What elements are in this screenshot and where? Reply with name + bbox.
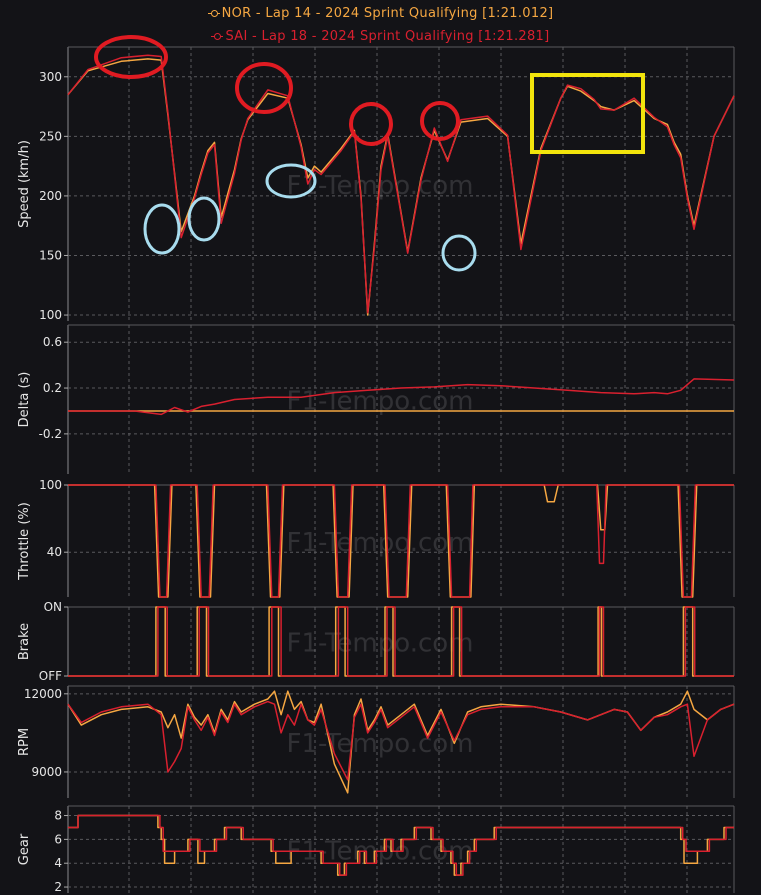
rpm-y-label: RPM bbox=[17, 728, 32, 756]
throttle-tick-label-1: 100 bbox=[39, 478, 62, 492]
gear-tick-label-2: 6 bbox=[54, 832, 62, 846]
speed-tick-label-1: 150 bbox=[39, 248, 62, 262]
red-highlight-circle-0 bbox=[94, 35, 168, 79]
yellow-highlight-box bbox=[530, 73, 645, 154]
throttle-tick-label-0: 40 bbox=[47, 545, 62, 559]
delta-series-sai bbox=[68, 378, 735, 416]
legend-entry-sai: SAI - Lap 18 - 2024 Sprint Qualifying [1… bbox=[0, 29, 761, 44]
sai-marker-icon bbox=[211, 33, 224, 40]
annotation-layer bbox=[94, 35, 645, 272]
red-highlight-circle-2 bbox=[349, 102, 393, 146]
rpm-series-sai bbox=[67, 700, 735, 781]
gear-tick-label-3: 8 bbox=[54, 809, 62, 823]
gear-y-label: Gear bbox=[17, 833, 32, 865]
speed-tick-label-0: 100 bbox=[39, 308, 62, 322]
rpm-tick-label-1: 12000 bbox=[24, 687, 62, 701]
brake-panel: OFF ON Brake F1-Tempo.com bbox=[17, 600, 735, 683]
brake-series-sai bbox=[68, 606, 734, 677]
legend-entry-nor: NOR - Lap 14 - 2024 Sprint Qualifying [1… bbox=[0, 6, 761, 21]
throttle-panel: 40 100 Throttle (%) F1-Tempo.com bbox=[17, 478, 735, 598]
speed-tick-label-2: 200 bbox=[39, 189, 62, 203]
delta-watermark: F1-Tempo.com bbox=[286, 387, 473, 417]
legend-label-nor: NOR - Lap 14 - 2024 Sprint Qualifying [1… bbox=[221, 6, 554, 21]
blue-highlight-circle-0 bbox=[143, 203, 181, 255]
brake-y-label: Brake bbox=[17, 623, 32, 660]
brake-watermark: F1-Tempo.com bbox=[286, 629, 473, 659]
rpm-tick-label-0: 9000 bbox=[31, 765, 62, 779]
throttle-series-sai bbox=[68, 484, 734, 598]
blue-highlight-circle-2 bbox=[265, 163, 317, 199]
gear-tick-label-1: 4 bbox=[54, 856, 62, 870]
blue-highlight-circle-1 bbox=[187, 196, 221, 242]
legend-label-sai: SAI - Lap 18 - 2024 Sprint Qualifying [1… bbox=[225, 29, 550, 44]
speed-tick-label-3: 250 bbox=[39, 129, 62, 143]
brake-tick-label-1: ON bbox=[44, 600, 62, 614]
speed-tick-label-4: 300 bbox=[39, 70, 62, 84]
throttle-watermark: F1-Tempo.com bbox=[286, 528, 473, 558]
blue-highlight-circle-3 bbox=[441, 234, 477, 272]
delta-tick-label-0: -0.2 bbox=[39, 427, 62, 441]
red-highlight-circle-1 bbox=[235, 62, 293, 114]
delta-panel: -0.2 0.2 0.6 Delta (s) F1-Tempo.com bbox=[17, 324, 735, 474]
speed-series-sai bbox=[67, 54, 735, 314]
nor-marker-icon bbox=[207, 10, 220, 17]
throttle-y-label: Throttle (%) bbox=[17, 502, 32, 581]
delta-tick-label-2: 0.6 bbox=[43, 335, 62, 349]
brake-tick-label-0: OFF bbox=[39, 669, 62, 683]
delta-tick-label-1: 0.2 bbox=[43, 381, 62, 395]
rpm-panel: 9000 12000 RPM F1-Tempo.com bbox=[17, 685, 735, 798]
rpm-watermark: F1-Tempo.com bbox=[286, 729, 473, 759]
delta-y-label: Delta (s) bbox=[17, 372, 32, 428]
gear-tick-label-0: 2 bbox=[54, 880, 62, 894]
red-highlight-circle-3 bbox=[420, 101, 460, 141]
speed-y-label: Speed (km/h) bbox=[17, 140, 32, 228]
gear-series-sai bbox=[68, 814, 734, 876]
